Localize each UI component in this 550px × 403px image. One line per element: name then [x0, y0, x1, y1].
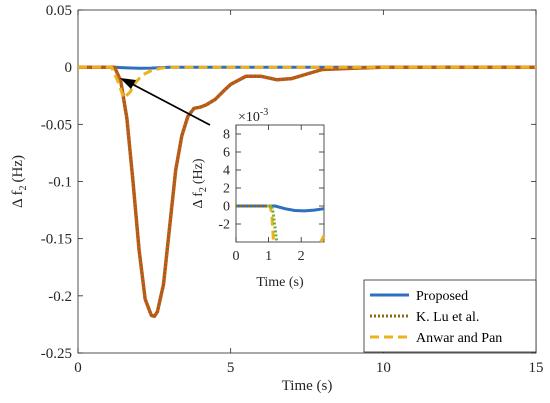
inset-y-axis-label-unit: (Hz) [191, 158, 206, 184]
inset-series-line-proposed [236, 204, 325, 213]
main-series-line-k-lu-et-al [78, 65, 536, 318]
inset-y-tick-label: 0 [223, 200, 230, 215]
main-x-tick-label: 0 [74, 360, 82, 376]
main-x-tick-label: 5 [227, 360, 235, 376]
inset-axis-ticks: 0 1 2 8 6 4 2 0 -2 [218, 125, 324, 264]
inset-y-tick-label: -2 [218, 218, 230, 233]
inset-y-tick-label: 6 [223, 146, 230, 161]
inset-x-tick-label: 2 [298, 249, 305, 264]
main-x-tick-label: 15 [529, 360, 544, 376]
legend-label: Proposed [416, 289, 468, 304]
inset-scale-exponent: -3 [260, 107, 268, 118]
main-series-lines [78, 65, 536, 319]
y-axis-label-subscript: 2 [18, 185, 29, 190]
inset-series-line-extra-3 [268, 204, 279, 243]
inset-y-tick-label: 8 [223, 128, 230, 143]
legend-label: Anwar and Pan [416, 331, 502, 346]
inset-y-axis-label-base: Δ f [191, 192, 206, 209]
main-x-tick-label: 10 [376, 360, 391, 376]
inset-y-axis-label-subscript: 2 [198, 187, 209, 192]
inset-y-tick-label: 4 [223, 164, 230, 179]
inset-x-tick-label: 1 [265, 249, 272, 264]
main-y-tick-label: 0 [65, 60, 73, 76]
main-series-line-anwar-and-pan [78, 65, 536, 100]
main-y-tick-label: -0.2 [48, 289, 72, 305]
legend-label: K. Lu et al. [416, 310, 479, 325]
main-axis-ticks: 0 5 10 150.050-0.05-0.1-0.15-0.2-0.25 [41, 3, 544, 376]
y-axis-label-base: Δ f [10, 190, 26, 208]
y-axis-label-unit: (Hz) [10, 155, 26, 182]
inset-x-tick-label: 0 [233, 249, 240, 264]
inset-plot-area [235, 124, 325, 243]
main-y-tick-label: -0.1 [48, 174, 72, 190]
inset-series-line-extra-4 [319, 235, 326, 243]
annotation-arrow [120, 78, 211, 126]
inset-series-lines [236, 204, 326, 243]
inset-scale-note: ×10-3 [238, 107, 268, 125]
main-y-tick-label: -0.05 [41, 117, 72, 133]
legend-box [363, 279, 537, 353]
main-y-tick-label: -0.25 [41, 346, 72, 362]
legend: Proposed K. Lu et al. Anwar and Pan [363, 279, 537, 353]
y-axis-label: Δ f2 (Hz) [10, 155, 29, 208]
inset-x-axis-label: Time (s) [256, 275, 304, 290]
inset-y-axis-label: Δ f2 (Hz) [191, 158, 209, 208]
inset-scale-base: ×10 [238, 110, 260, 125]
inset-y-tick-label: 2 [223, 182, 230, 197]
main-y-tick-label: -0.15 [41, 232, 72, 248]
main-y-tick-label: 0.05 [46, 3, 72, 19]
x-axis-label: Time (s) [282, 378, 333, 394]
